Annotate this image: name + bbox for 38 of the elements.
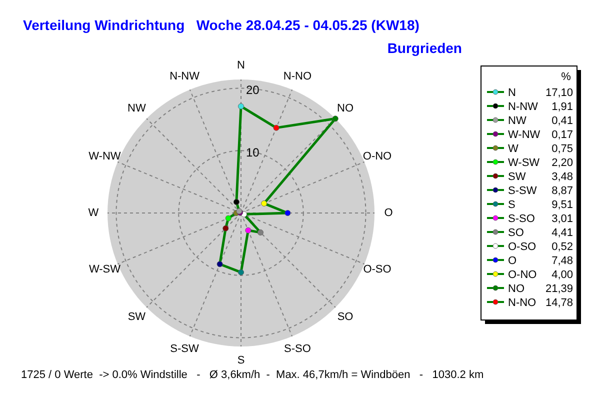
text: W-SW 2,20 [508,157,573,169]
spoke-label: NO [337,102,354,115]
spoke-label: S [237,354,245,366]
spoke-label: N [237,59,246,72]
spoke-label: W-SW [88,263,122,276]
spoke-label: O [384,206,394,219]
text: O-SO 0,52 [508,241,573,253]
spoke-label: W [88,206,100,219]
text: % [561,71,572,83]
text: O 7,48 [508,255,573,267]
spoke-label: S-SO [284,343,312,356]
spoke-label: S-SW [170,343,200,356]
text: NW 0,41 [508,115,573,127]
chart-title: Verteilung Windrichtung Woche 28.04.25 - 04.05.25 (KW18) [23,17,420,33]
text: O-NO 4,00 [508,269,573,281]
spoke-label: W-NW [88,150,122,162]
y-tick-label: 10 [246,146,260,160]
text: N-NO 14,78 [508,297,573,309]
y-tick-label: 20 [246,83,260,98]
text: S-SO 3,01 [508,213,573,225]
spoke-label: SW [128,311,146,324]
text: N-NW 1,91 [508,101,573,113]
text: W 0,75 [508,143,573,155]
text: N 17,10 [508,87,573,99]
text: SW 3,48 [508,171,573,183]
text: S 9,51 [508,199,573,211]
text: 1725 / 0 Werte -> 0.0% Windstille - Ø 3,6km/h - Max. 46,7km/h = Windböen - 1030.2 km [21,369,484,381]
text: SO 4,41 [508,227,573,239]
spoke-label: NW [128,102,146,115]
spoke-label: O-SO [363,263,392,276]
spoke-label: O-NO [362,150,392,162]
spoke-label: SO [337,311,354,324]
spoke-label: N-NO [283,70,312,83]
text: W-NW 0,17 [508,129,573,141]
text: S-SW 8,87 [508,185,573,197]
spoke-label: N-NW [170,70,200,83]
text: NO 21,39 [508,283,573,295]
text: Burgrieden [387,40,462,56]
